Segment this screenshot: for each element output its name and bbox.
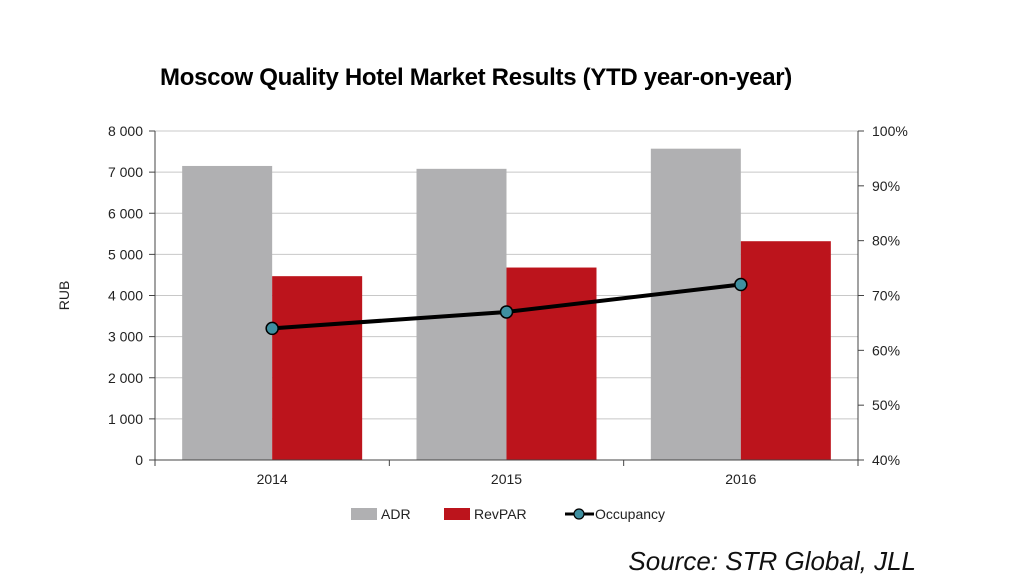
axes: 0 1 000 2 000 3 000 4 000 5 000 6 000 7 000 8 00… [56, 123, 908, 487]
occupancy-point [499, 305, 514, 319]
occupancy-point [265, 321, 279, 336]
bar-adr [182, 165, 273, 461]
y2-tick-label: 90% [872, 178, 900, 194]
y2-tick-label: 70% [872, 288, 900, 304]
chart-title: Moscow Quality Hotel Market Results (YTD… [160, 64, 792, 91]
y-tick-label: 4 000 [108, 288, 143, 304]
legend-swatch-revpar [444, 508, 470, 520]
bar-adr [650, 148, 741, 460]
y2-tick-label: 100% [872, 123, 908, 139]
x-tick-label: 2014 [257, 471, 288, 487]
y-axis-label: RUB [56, 281, 72, 311]
y2-tick-label: 60% [872, 342, 900, 358]
bar-revpar [740, 241, 831, 460]
y-tick-label: 6 000 [108, 205, 143, 221]
y2-tick-label: 80% [872, 233, 900, 249]
x-tick-label: 2016 [725, 471, 756, 487]
occupancy-point [734, 277, 748, 292]
y-tick-label: 1 000 [108, 411, 143, 427]
occupancy-line-group [265, 277, 748, 336]
legend-swatch-adr [351, 508, 377, 520]
y-tick-label: 7 000 [108, 164, 143, 180]
chart-area: 0 1 000 2 000 3 000 4 000 5 000 6 000 7 000 8 00… [56, 123, 908, 522]
y-tick-label: 8 000 [108, 123, 143, 139]
y2-tick-label: 40% [872, 452, 900, 468]
y-tick-label: 0 [135, 452, 143, 468]
legend-label-revpar: RevPAR [474, 506, 527, 522]
legend: ADR RevPAR Occupancy [351, 506, 665, 522]
y-tick-label: 5 000 [108, 246, 143, 262]
y-tick-label: 3 000 [108, 329, 143, 345]
y-tick-label: 2 000 [108, 370, 143, 386]
bar-revpar [272, 276, 363, 460]
bars [182, 148, 831, 461]
x-tick-label: 2015 [491, 471, 522, 487]
bar-revpar [506, 267, 597, 460]
y2-tick-label: 50% [872, 397, 900, 413]
legend-label-adr: ADR [381, 506, 411, 522]
legend-marker-occupancy [573, 508, 585, 520]
legend-label-occupancy: Occupancy [595, 506, 665, 522]
source-note: Source: STR Global, JLL [628, 546, 916, 576]
